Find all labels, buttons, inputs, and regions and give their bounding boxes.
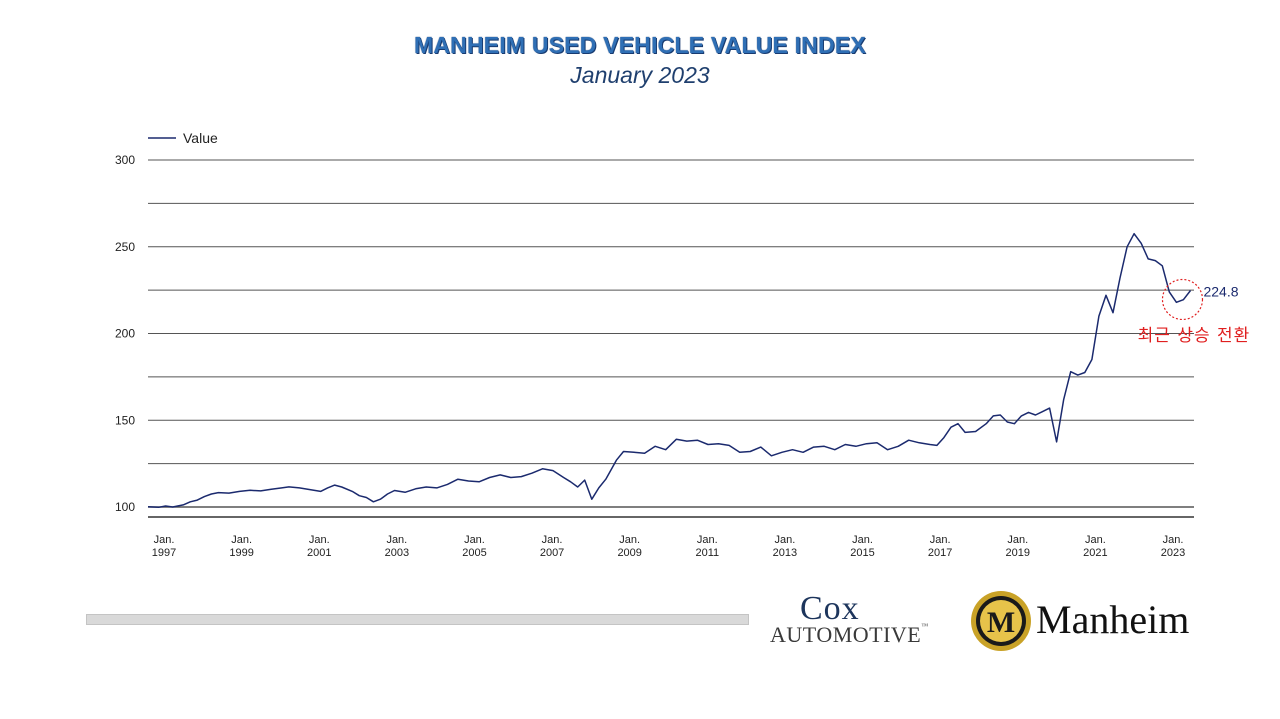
x-tick-label: 2001 bbox=[307, 547, 331, 559]
x-tick-label: 2013 bbox=[773, 547, 797, 559]
x-tick-label: Jan. bbox=[309, 534, 330, 546]
legend-label: Value bbox=[183, 130, 218, 146]
x-tick-label: Jan. bbox=[619, 534, 640, 546]
x-tick-label: 2005 bbox=[462, 547, 486, 559]
chart-title: MANHEIM USED VEHICLE VALUE INDEX bbox=[414, 32, 866, 58]
last-value-label: 224.8 bbox=[1203, 283, 1238, 299]
x-tick-label: Jan. bbox=[852, 534, 873, 546]
y-tick-label: 100 bbox=[115, 500, 135, 514]
x-tick-label: 1999 bbox=[229, 547, 253, 559]
x-tick-label: Jan. bbox=[1085, 534, 1106, 546]
x-tick-label: Jan. bbox=[1163, 534, 1184, 546]
x-tick-label: 2015 bbox=[850, 547, 874, 559]
x-tick-label: 2011 bbox=[695, 547, 719, 559]
x-tick-label: Jan. bbox=[542, 534, 563, 546]
y-tick-label: 150 bbox=[115, 413, 135, 427]
y-tick-label: 300 bbox=[115, 153, 135, 167]
x-tick-label: 2007 bbox=[540, 547, 564, 559]
y-tick-label: 200 bbox=[115, 327, 135, 341]
x-tick-label: 2017 bbox=[928, 547, 952, 559]
y-tick-label: 250 bbox=[115, 240, 135, 254]
x-tick-label: 2021 bbox=[1083, 547, 1107, 559]
manheim-logo-word: Manheim bbox=[1036, 597, 1190, 642]
x-tick-label: 2019 bbox=[1006, 547, 1030, 559]
callout-label: 최근 상승 전환 bbox=[1138, 326, 1251, 346]
x-tick-label: 2023 bbox=[1161, 547, 1185, 559]
x-tick-label: 1997 bbox=[152, 547, 176, 559]
x-tick-label: 2003 bbox=[385, 547, 409, 559]
cox-automotive-logo: Cox Automotive™ bbox=[770, 590, 950, 650]
highlight-circle bbox=[1161, 278, 1204, 321]
cox-logo-word: Cox bbox=[800, 590, 860, 627]
horizontal-scrollbar[interactable] bbox=[86, 614, 749, 625]
x-tick-label: 2009 bbox=[617, 547, 641, 559]
manheim-emblem-icon: M bbox=[971, 591, 1031, 651]
trademark-symbol: ™ bbox=[921, 622, 929, 630]
x-tick-label: Jan. bbox=[386, 534, 407, 546]
automotive-word: Automotive bbox=[770, 622, 922, 647]
manheim-emblem-letter: M bbox=[987, 606, 1015, 639]
chart-subtitle: January 2023 bbox=[570, 62, 710, 88]
x-tick-label: Jan. bbox=[930, 534, 951, 546]
x-tick-label: Jan. bbox=[1007, 534, 1028, 546]
automotive-logo-word: Automotive™ bbox=[770, 622, 929, 648]
x-tick-label: Jan. bbox=[154, 534, 175, 546]
x-tick-label: Jan. bbox=[464, 534, 485, 546]
series-line-value bbox=[147, 232, 1192, 509]
x-tick-label: Jan. bbox=[231, 534, 252, 546]
x-tick-label: Jan. bbox=[775, 534, 796, 546]
x-tick-label: Jan. bbox=[697, 534, 718, 546]
